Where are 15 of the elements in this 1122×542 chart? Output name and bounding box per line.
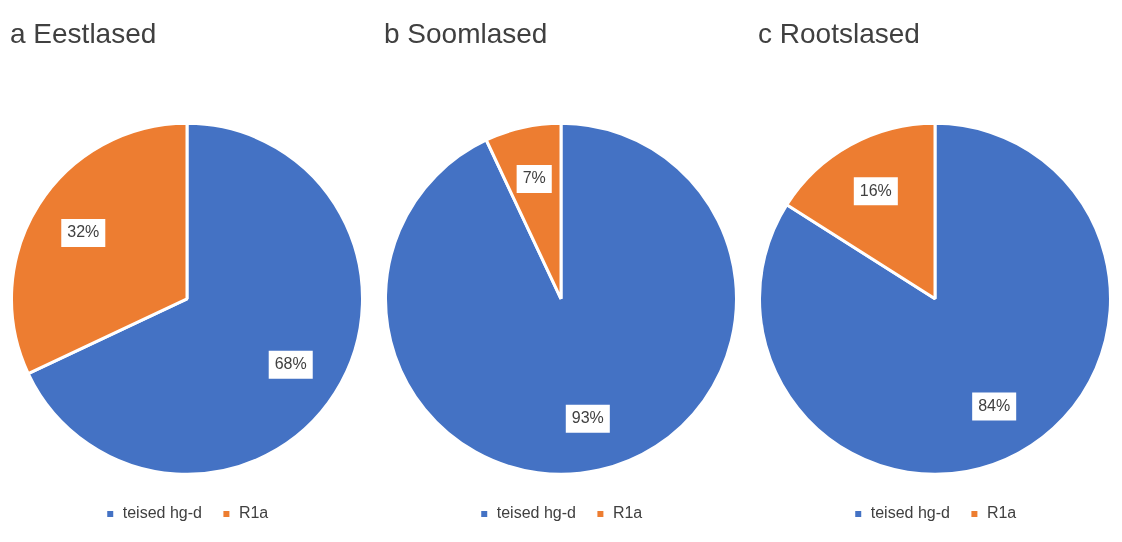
data-label: 16% <box>859 181 892 199</box>
legend-label: R1a <box>612 504 643 522</box>
chart-title: b Soomlased <box>384 17 548 49</box>
legend-label: R1a <box>986 504 1017 522</box>
data-label: 32% <box>67 223 100 241</box>
legend-label: teised hg-d <box>122 504 202 522</box>
data-label: 84% <box>978 396 1011 414</box>
chart-title: a Eestlased <box>10 17 157 49</box>
legend-label: teised hg-d <box>496 504 576 522</box>
legend-label: R1a <box>238 504 269 522</box>
legend-label: teised hg-d <box>870 504 950 522</box>
data-label: 68% <box>274 355 307 373</box>
data-label: 93% <box>571 409 604 427</box>
data-label: 7% <box>522 169 546 187</box>
chart-title: c Rootslased <box>758 17 920 49</box>
